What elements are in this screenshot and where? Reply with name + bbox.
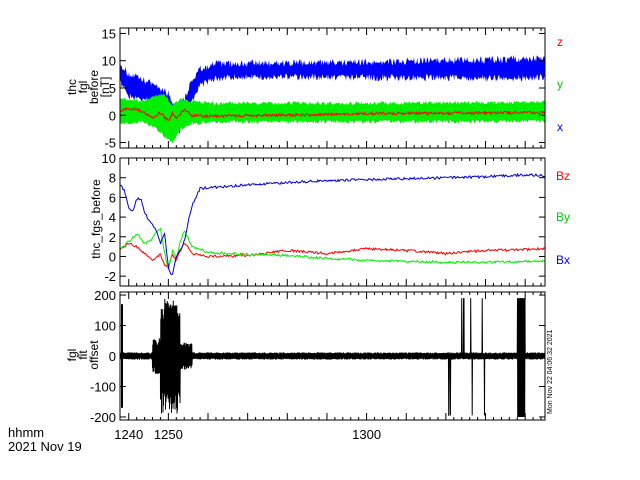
panel3-ylabel-line2: fit <box>76 350 90 360</box>
ytick-label: 100 <box>94 319 116 334</box>
panel-fgs-before: -2 0 2 4 6 8 10 <box>102 151 546 287</box>
ytick-label: -200 <box>90 410 116 425</box>
xtick-label: 1300 <box>352 427 381 442</box>
ytick-label: 6 <box>109 190 116 205</box>
legend-bx: Bx <box>556 253 570 267</box>
legend-by: By <box>556 210 570 224</box>
series-x-band <box>120 55 545 138</box>
legend-bz: Bz <box>556 169 570 183</box>
panel1-data <box>120 55 545 144</box>
date-label: 2021 Nov 19 <box>8 439 82 454</box>
xtick-label: 1240 <box>114 427 143 442</box>
ytick-label: 15 <box>102 26 116 41</box>
series-y-band <box>120 93 545 144</box>
series-bx-line <box>120 172 545 276</box>
panel3-ylabel-line1: fgl <box>65 349 79 362</box>
ytick-label: 0 <box>109 249 116 264</box>
ytick-label: 200 <box>94 288 116 303</box>
fit-offset-line <box>120 298 545 418</box>
ytick-label: 0 <box>109 108 116 123</box>
ytick-label: 0 <box>109 349 116 364</box>
legend-x: x <box>557 120 563 134</box>
xaxis-label: hhmm <box>8 425 44 440</box>
ytick-label: 10 <box>102 151 116 166</box>
panel1-frame <box>119 27 546 149</box>
ytick-label: 2 <box>109 230 116 245</box>
panel2-data <box>120 172 545 276</box>
ytick-label: -100 <box>90 379 116 394</box>
panel2-frame <box>119 157 546 287</box>
ytick-label: -2 <box>104 269 116 284</box>
series-z-line <box>120 107 545 122</box>
series-by-line <box>120 227 545 270</box>
panel-fgl-fit-offset: -200 -100 0 100 200 1240 1250 1300 <box>90 288 546 442</box>
panel2-ylabel: thc_fgs_before <box>89 179 103 259</box>
legend-z: z <box>557 35 563 49</box>
ytick-label: 8 <box>109 171 116 186</box>
timestamp: Mon Nov 22 04:06:32 2021 <box>547 329 554 414</box>
xtick-label: 1250 <box>154 427 183 442</box>
ytick-label: -5 <box>104 136 116 151</box>
series-bz-line <box>120 242 545 268</box>
panel-fgl-before: -5 0 5 10 15 <box>102 26 546 151</box>
panel3-ylabel-line3: offset <box>87 340 101 370</box>
panel1-ylabel-line4: [nT] <box>98 77 112 98</box>
ytick-label: 4 <box>109 210 116 225</box>
ytick-label: 10 <box>102 54 116 69</box>
panel1-ylabel-line2: fgl <box>76 81 90 94</box>
ytick-label: 5 <box>109 81 116 96</box>
panel1-ylabel-line1: thc <box>65 79 79 95</box>
legend-y: y <box>557 77 563 91</box>
panel1-ylabel-line3: before <box>87 70 101 104</box>
panel3-data <box>120 298 545 418</box>
